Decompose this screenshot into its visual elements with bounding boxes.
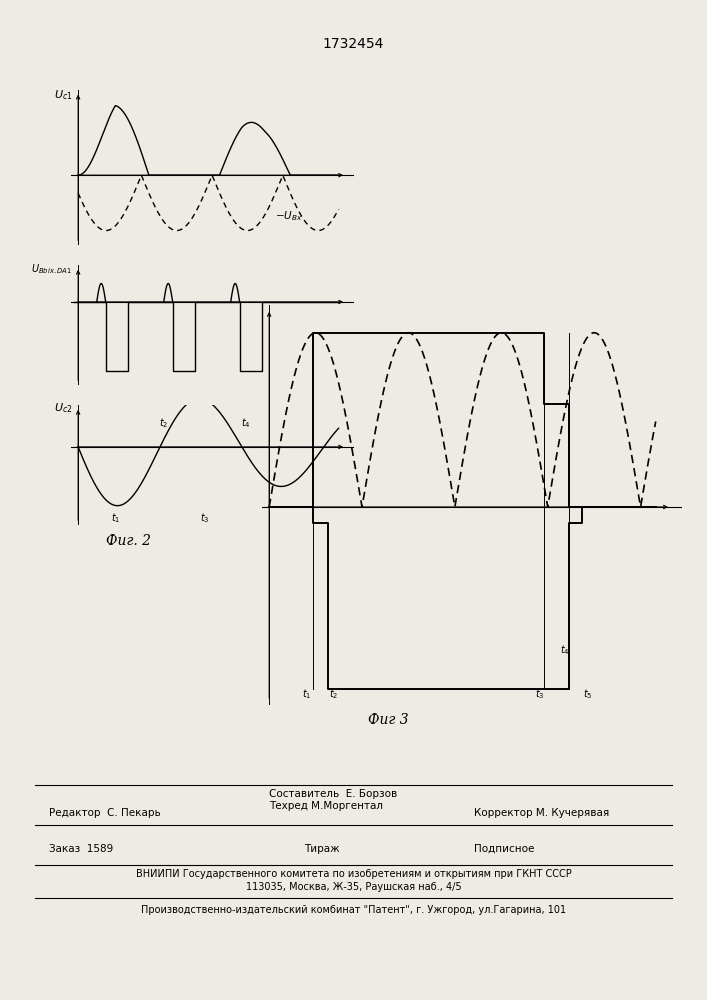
Text: Редактор  С. Пекарь: Редактор С. Пекарь [49,808,161,818]
Text: $t_2$: $t_2$ [329,687,338,701]
Text: $-U_{Bx}$: $-U_{Bx}$ [275,209,303,223]
Text: $t_2$: $t_2$ [159,416,168,430]
Text: Фиг 3: Фиг 3 [368,713,408,727]
Text: Корректор М. Кучерявая: Корректор М. Кучерявая [474,808,609,818]
Text: $t_3$: $t_3$ [535,687,545,701]
Text: $t_5$: $t_5$ [583,687,592,701]
Text: $t_1$: $t_1$ [303,687,312,701]
Text: Подписное: Подписное [474,844,534,854]
Text: $t_4$: $t_4$ [560,644,570,657]
Text: 1732454: 1732454 [323,37,384,51]
Text: Фиг. 2: Фиг. 2 [106,534,151,548]
Text: $t_3$: $t_3$ [200,511,209,525]
Text: $t_4$: $t_4$ [241,416,251,430]
Text: Производственно-издательский комбинат "Патент", г. Ужгород, ул.Гагарина, 101: Производственно-издательский комбинат "П… [141,905,566,915]
Text: 113035, Москва, Ж-35, Раушская наб., 4/5: 113035, Москва, Ж-35, Раушская наб., 4/5 [246,882,461,892]
Text: Техред М.Моргентал: Техред М.Моргентал [269,801,382,811]
Text: $U_{Bbix.DA1}$: $U_{Bbix.DA1}$ [31,262,72,276]
Text: $U_{c2}$: $U_{c2}$ [54,402,72,415]
Text: Составитель  Е. Борзов: Составитель Е. Борзов [269,789,397,799]
Text: $U_{c1}$: $U_{c1}$ [54,89,72,102]
Text: Тираж: Тираж [304,844,339,854]
Text: Заказ  1589: Заказ 1589 [49,844,114,854]
Text: ВНИИПИ Государственного комитета по изобретениям и открытиям при ГКНТ СССР: ВНИИПИ Государственного комитета по изоб… [136,869,571,879]
Text: $t_1$: $t_1$ [110,511,120,525]
